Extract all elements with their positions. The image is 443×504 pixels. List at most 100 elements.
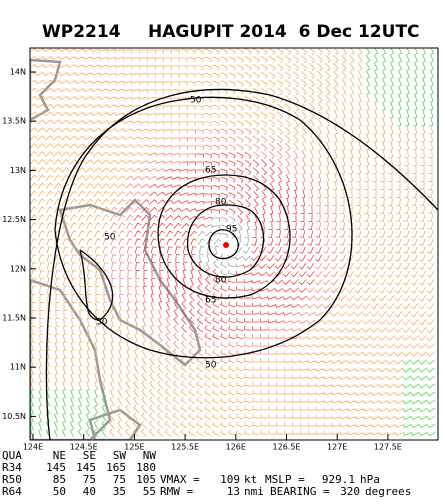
wind-barb bbox=[378, 335, 387, 341]
wind-barb bbox=[309, 110, 315, 120]
wind-barb bbox=[140, 112, 149, 117]
wind-barb bbox=[422, 54, 426, 63]
wind-barb bbox=[140, 160, 149, 164]
wind-barb bbox=[317, 174, 322, 183]
wind-barb bbox=[30, 143, 38, 149]
wind-barb bbox=[117, 364, 123, 374]
wind-barb bbox=[54, 405, 58, 414]
wind-barb bbox=[387, 206, 393, 214]
wind-barb bbox=[379, 423, 388, 428]
vmax: 109 bbox=[220, 473, 240, 486]
wind-barb bbox=[402, 367, 412, 373]
wind-barb bbox=[220, 176, 228, 183]
wind-barb bbox=[132, 167, 142, 173]
wind-barb bbox=[38, 254, 45, 262]
wind-barb bbox=[76, 135, 86, 141]
wind-barb bbox=[346, 287, 355, 294]
wind-barb bbox=[116, 167, 126, 173]
wind-barb bbox=[251, 272, 260, 276]
wind-barb bbox=[79, 270, 85, 278]
wind-barb bbox=[135, 285, 140, 294]
wind-barb bbox=[76, 119, 86, 125]
wind-barb bbox=[275, 342, 284, 347]
wind-barb bbox=[386, 343, 395, 349]
wind-barb bbox=[102, 246, 109, 254]
wind-barb bbox=[142, 317, 146, 326]
wind-barb bbox=[370, 327, 379, 333]
wind-barb bbox=[285, 71, 292, 80]
wind-barb bbox=[68, 135, 78, 141]
wind-barb bbox=[92, 88, 101, 93]
wind-barb bbox=[349, 54, 355, 64]
wind-barb bbox=[394, 319, 403, 326]
wind-barb bbox=[411, 222, 418, 230]
wind-barb bbox=[314, 303, 324, 309]
wind-barb bbox=[277, 71, 284, 80]
wind-barb bbox=[358, 48, 363, 56]
wind-barb bbox=[172, 168, 181, 173]
wind-barb bbox=[92, 64, 101, 69]
wind-barb bbox=[134, 246, 141, 254]
wind-barb bbox=[236, 136, 244, 143]
wind-barb bbox=[340, 190, 345, 199]
wind-barb bbox=[410, 343, 419, 349]
wind-barb bbox=[236, 128, 244, 135]
wind-barb bbox=[158, 301, 163, 310]
wind-barb bbox=[212, 317, 220, 324]
wind-barb bbox=[30, 55, 37, 60]
wind-barb bbox=[357, 158, 362, 167]
wind-barb bbox=[357, 54, 363, 64]
wind-barb bbox=[382, 94, 386, 103]
wind-barb bbox=[323, 415, 332, 420]
wind-barb bbox=[371, 254, 378, 262]
wind-barb bbox=[269, 119, 276, 128]
wind-barb bbox=[276, 214, 281, 223]
wind-barb bbox=[78, 373, 83, 382]
wind-barb bbox=[60, 87, 70, 92]
wind-barb bbox=[348, 174, 353, 183]
wind-barb bbox=[356, 190, 361, 198]
wind-barb bbox=[366, 102, 370, 111]
wind-barb bbox=[322, 327, 332, 333]
wind-barb bbox=[125, 191, 134, 197]
wind-barb bbox=[333, 150, 338, 159]
wind-barb bbox=[244, 413, 252, 420]
bearing-unit: degrees bbox=[365, 485, 411, 498]
wind-barb bbox=[284, 414, 292, 419]
wind-barb bbox=[371, 270, 379, 278]
wind-barb bbox=[132, 112, 141, 117]
wind-barb bbox=[228, 176, 236, 183]
wind-barb bbox=[124, 88, 133, 93]
wind-barb bbox=[204, 405, 212, 412]
wind-barb bbox=[269, 111, 276, 120]
wind-barb bbox=[293, 55, 300, 64]
wind-barb bbox=[419, 238, 426, 246]
wind-barb bbox=[277, 127, 283, 136]
wind-barb bbox=[293, 158, 299, 168]
wind-barb bbox=[140, 144, 149, 149]
wind-barb bbox=[133, 404, 139, 413]
wind-barb bbox=[380, 198, 385, 206]
wind-barb bbox=[387, 262, 394, 270]
wind-barb bbox=[100, 48, 109, 53]
wind-barb bbox=[285, 103, 292, 112]
wind-barb bbox=[94, 333, 99, 342]
wind-barb bbox=[110, 341, 115, 350]
wind-barb bbox=[204, 185, 212, 190]
wind-barb bbox=[331, 375, 340, 380]
wind-barb bbox=[204, 324, 212, 333]
wind-barb bbox=[370, 278, 379, 286]
wind-barb bbox=[188, 105, 196, 110]
wind-barb bbox=[125, 420, 131, 429]
contour-label: 50 bbox=[205, 361, 217, 371]
wind-barb bbox=[172, 89, 180, 94]
wind-barb bbox=[38, 262, 45, 270]
wind-barb bbox=[294, 174, 298, 183]
wind-barb bbox=[71, 302, 76, 310]
wind-barb bbox=[372, 166, 377, 175]
wind-barb bbox=[314, 319, 324, 325]
wind-barb bbox=[322, 287, 331, 294]
wind-barb bbox=[315, 367, 324, 372]
wind-barb bbox=[228, 429, 236, 436]
wind-barb bbox=[340, 206, 345, 214]
